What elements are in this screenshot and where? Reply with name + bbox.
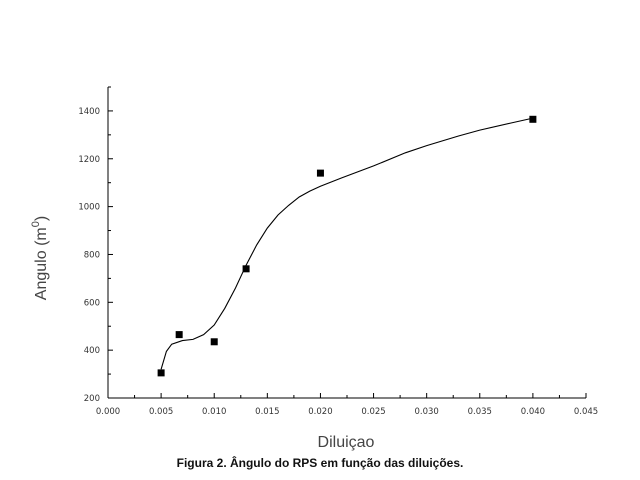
y-tick-label: 200 xyxy=(84,394,100,404)
x-tick-label: 0.020 xyxy=(308,407,332,417)
y-axis-label-text: Angulo (m xyxy=(33,227,50,300)
fit-curve xyxy=(160,117,534,370)
data-point xyxy=(529,115,537,123)
x-tick-label: 0.035 xyxy=(468,407,492,417)
figure-caption: Figura 2. Ângulo do RPS em função das di… xyxy=(176,456,464,470)
y-axis-label: Angulo (m0) xyxy=(30,216,50,300)
x-tick-label: 0.040 xyxy=(521,407,545,417)
data-points xyxy=(157,115,537,377)
y-tick-label: 400 xyxy=(84,346,100,356)
fit-curve-layer xyxy=(160,117,534,370)
y-axis-label-close: ) xyxy=(33,216,50,221)
x-tick-label: 0.030 xyxy=(414,407,438,417)
x-axis-label: Diluiçao xyxy=(318,434,375,451)
data-point xyxy=(175,331,183,339)
tick-labels: 0.000 0.005 0.010 0.015 0.020 0.025 0.030 0.035… xyxy=(78,107,598,417)
data-point xyxy=(316,169,324,177)
x-tick-label: 0.025 xyxy=(361,407,385,417)
data-point xyxy=(210,338,218,346)
data-point xyxy=(242,265,250,273)
y-tick-label: 800 xyxy=(84,250,100,260)
y-tick-label: 600 xyxy=(84,298,100,308)
x-tick-label: 0.005 xyxy=(149,407,173,417)
y-tick-label: 1400 xyxy=(78,107,100,117)
x-tick-label: 0.045 xyxy=(574,407,598,417)
y-tick-label: 1000 xyxy=(78,203,100,213)
y-axis-label-superscript: 0 xyxy=(30,221,42,227)
x-tick-label: 0.000 xyxy=(96,407,120,417)
y-tick-label: 1200 xyxy=(78,155,100,165)
data-point xyxy=(157,369,165,377)
x-tick-label: 0.015 xyxy=(255,407,279,417)
x-tick-label: 0.010 xyxy=(202,407,226,417)
axes xyxy=(107,86,587,399)
